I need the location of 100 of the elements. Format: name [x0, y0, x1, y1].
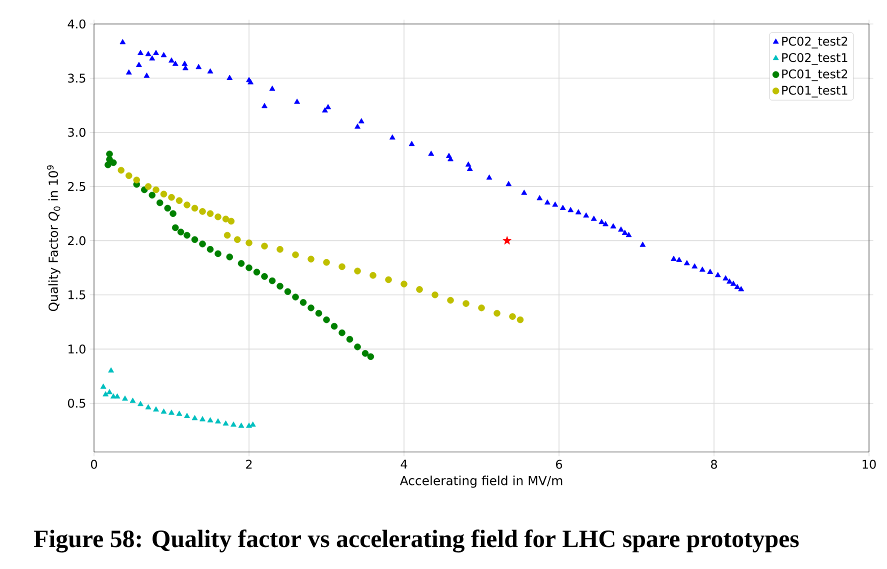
point — [144, 183, 152, 190]
point — [118, 166, 125, 174]
y-tick-label: 1.5 — [68, 290, 86, 300]
point — [108, 367, 114, 373]
point — [148, 192, 156, 199]
point — [315, 310, 322, 317]
point — [432, 291, 438, 298]
point — [346, 336, 354, 343]
point — [238, 422, 244, 428]
point — [200, 416, 206, 422]
text: Figure 58: Quality factor vs accelerating field for LHC spare prototypes — [34, 529, 799, 553]
point — [268, 277, 276, 284]
point — [214, 213, 222, 220]
point — [153, 406, 159, 412]
point — [226, 254, 234, 260]
point — [110, 159, 117, 166]
point — [323, 316, 330, 324]
y-tick-label: 2.5 — [68, 182, 86, 192]
point — [246, 264, 252, 272]
point — [102, 391, 109, 396]
point — [160, 190, 168, 198]
point — [172, 224, 179, 232]
x-tick-label: 2 — [246, 460, 252, 469]
point — [164, 204, 172, 212]
point — [494, 310, 500, 317]
legend-label: PC01_test2 — [782, 69, 848, 82]
point — [160, 408, 167, 414]
point — [130, 398, 136, 403]
point — [354, 268, 361, 274]
y-tick-label: 2.0 — [68, 236, 86, 246]
point — [261, 242, 268, 250]
point — [199, 240, 206, 248]
point — [207, 417, 214, 422]
point — [234, 236, 241, 243]
point — [206, 246, 214, 253]
x-tick-label: 4 — [400, 460, 408, 468]
x-tick-label: 8 — [711, 460, 717, 469]
point — [199, 208, 206, 215]
point — [106, 150, 113, 158]
point — [308, 304, 314, 312]
point — [400, 280, 408, 288]
point — [292, 251, 299, 258]
point — [292, 294, 299, 300]
point — [308, 256, 314, 262]
point — [215, 418, 221, 424]
point — [192, 415, 198, 420]
point — [176, 197, 183, 204]
point — [152, 186, 160, 194]
point — [138, 400, 144, 406]
y-tick-label: 0.5 — [68, 398, 86, 408]
point — [246, 239, 252, 246]
point — [214, 250, 222, 258]
point — [338, 329, 346, 336]
point — [509, 313, 516, 320]
point — [253, 268, 260, 276]
point — [168, 410, 174, 415]
point — [125, 172, 132, 180]
x-axis-title: Accelerating field in MV/m — [400, 476, 562, 488]
point — [184, 202, 190, 208]
point — [238, 260, 245, 267]
point — [276, 246, 284, 253]
point — [462, 300, 470, 307]
legend-label: PC01_test1 — [782, 86, 848, 98]
point — [222, 216, 230, 222]
point — [502, 236, 512, 244]
point — [206, 210, 214, 217]
point — [323, 258, 330, 266]
point — [156, 199, 164, 206]
point — [516, 316, 524, 324]
point — [338, 263, 346, 270]
point — [106, 389, 112, 394]
point — [222, 420, 229, 426]
point — [114, 393, 120, 399]
point — [447, 296, 454, 304]
point — [370, 272, 376, 279]
point — [122, 396, 128, 401]
point — [133, 176, 140, 184]
point — [184, 232, 190, 239]
point — [230, 422, 236, 427]
x-tick-label: 6 — [556, 460, 562, 469]
point — [228, 218, 235, 225]
point — [261, 273, 268, 280]
point — [191, 236, 198, 243]
x-tick-label: 10 — [862, 460, 876, 469]
point — [416, 286, 423, 293]
point — [362, 350, 369, 357]
point — [184, 412, 190, 418]
point — [300, 299, 307, 306]
point — [100, 384, 106, 389]
legend-label: PC02_test1 — [782, 53, 848, 65]
y-tick-label: 4.0 — [68, 19, 86, 29]
point — [168, 194, 175, 201]
point — [176, 410, 182, 416]
point — [145, 404, 152, 410]
point — [478, 304, 485, 312]
point — [354, 343, 361, 350]
y-tick-label: 3.5 — [68, 74, 86, 83]
point — [284, 288, 292, 296]
y-axis-title: Quality Factor Q$_{0}$ in 10$^{9}$ — [46, 165, 60, 312]
point — [224, 232, 231, 239]
